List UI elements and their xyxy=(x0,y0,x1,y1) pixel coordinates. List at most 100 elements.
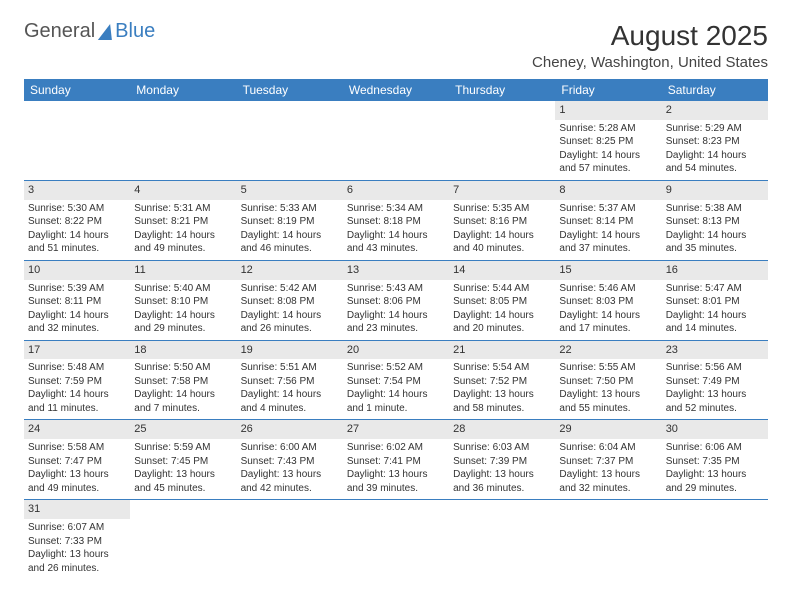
daylight-line1: Daylight: 13 hours xyxy=(134,468,232,482)
daylight-line2: and 29 minutes. xyxy=(134,322,232,336)
sunset-text: Sunset: 8:06 PM xyxy=(347,295,445,309)
day-body: Sunrise: 5:50 AMSunset: 7:58 PMDaylight:… xyxy=(130,359,236,419)
calendar-cell: 31Sunrise: 6:07 AMSunset: 7:33 PMDayligh… xyxy=(24,500,130,579)
day-number: 4 xyxy=(130,181,236,200)
daylight-line1: Daylight: 14 hours xyxy=(347,388,445,402)
sunrise-text: Sunrise: 5:56 AM xyxy=(666,361,764,375)
calendar-cell: 10 Sunrise: 5:39 AMSunset: 8:11 PMDayligh… xyxy=(24,260,130,340)
sunset-text: Sunset: 7:56 PM xyxy=(241,375,339,389)
sunset-text: Sunset: 8:18 PM xyxy=(347,215,445,229)
daylight-line2: and 23 minutes. xyxy=(347,322,445,336)
day-number: 11 xyxy=(130,261,236,280)
day-body: Sunrise: 5:47 AMSunset: 8:01 PMDaylight:… xyxy=(662,280,768,340)
daylight-line1: Daylight: 13 hours xyxy=(347,468,445,482)
calendar-cell-empty xyxy=(24,101,130,180)
calendar-row: 17Sunrise: 5:48 AMSunset: 7:59 PMDayligh… xyxy=(24,340,768,420)
sunset-text: Sunset: 8:13 PM xyxy=(666,215,764,229)
day-body: Sunrise: 5:35 AMSunset: 8:16 PMDaylight:… xyxy=(449,200,555,260)
calendar-cell: 8Sunrise: 5:37 AMSunset: 8:14 PMDaylight… xyxy=(555,180,661,260)
day-number: 29 xyxy=(555,420,661,439)
day-number: 20 xyxy=(343,341,449,360)
daylight-line1: Daylight: 13 hours xyxy=(666,468,764,482)
daylight-line1: Daylight: 13 hours xyxy=(453,468,551,482)
day-body: Sunrise: 5:37 AMSunset: 8:14 PMDaylight:… xyxy=(555,200,661,260)
calendar-cell-empty xyxy=(662,500,768,579)
calendar-cell: 22Sunrise: 5:55 AMSunset: 7:50 PMDayligh… xyxy=(555,340,661,420)
daylight-line2: and 1 minute. xyxy=(347,402,445,416)
calendar-cell: 5Sunrise: 5:33 AMSunset: 8:19 PMDaylight… xyxy=(237,180,343,260)
daylight-line2: and 58 minutes. xyxy=(453,402,551,416)
sunrise-text: Sunrise: 6:07 AM xyxy=(28,521,126,535)
sunset-text: Sunset: 8:14 PM xyxy=(559,215,657,229)
sunrise-text: Sunrise: 5:30 AM xyxy=(28,202,126,216)
day-number: 31 xyxy=(24,500,130,519)
day-number: 25 xyxy=(130,420,236,439)
day-number: 17 xyxy=(24,341,130,360)
daylight-line1: Daylight: 14 hours xyxy=(666,309,764,323)
sunrise-text: Sunrise: 5:28 AM xyxy=(559,122,657,136)
sunset-text: Sunset: 8:11 PM xyxy=(28,295,126,309)
sunset-text: Sunset: 7:37 PM xyxy=(559,455,657,469)
daylight-line1: Daylight: 14 hours xyxy=(666,229,764,243)
sunrise-text: Sunrise: 5:35 AM xyxy=(453,202,551,216)
calendar-cell: 30Sunrise: 6:06 AMSunset: 7:35 PMDayligh… xyxy=(662,420,768,500)
day-body: Sunrise: 5:29 AMSunset: 8:23 PMDaylight:… xyxy=(662,120,768,180)
calendar-cell: 15Sunrise: 5:46 AMSunset: 8:03 PMDayligh… xyxy=(555,260,661,340)
sunrise-text: Sunrise: 5:38 AM xyxy=(666,202,764,216)
day-body: Sunrise: 6:04 AMSunset: 7:37 PMDaylight:… xyxy=(555,439,661,499)
daylight-line2: and 42 minutes. xyxy=(241,482,339,496)
day-number: 16 xyxy=(662,261,768,280)
weekday-header: Tuesday xyxy=(237,79,343,101)
calendar-cell-empty xyxy=(130,101,236,180)
sunrise-text: Sunrise: 6:00 AM xyxy=(241,441,339,455)
day-body: Sunrise: 5:48 AMSunset: 7:59 PMDaylight:… xyxy=(24,359,130,419)
calendar-cell: 1Sunrise: 5:28 AMSunset: 8:25 PMDaylight… xyxy=(555,101,661,180)
sail-icon xyxy=(98,24,114,40)
daylight-line1: Daylight: 14 hours xyxy=(453,229,551,243)
calendar-cell: 11Sunrise: 5:40 AMSunset: 8:10 PMDayligh… xyxy=(130,260,236,340)
daylight-line2: and 11 minutes. xyxy=(28,402,126,416)
sunrise-text: Sunrise: 5:50 AM xyxy=(134,361,232,375)
brand-part1: General xyxy=(24,20,95,43)
sunset-text: Sunset: 7:43 PM xyxy=(241,455,339,469)
day-body: Sunrise: 5:28 AMSunset: 8:25 PMDaylight:… xyxy=(555,120,661,180)
daylight-line2: and 26 minutes. xyxy=(28,562,126,576)
day-number: 9 xyxy=(662,181,768,200)
sunset-text: Sunset: 7:50 PM xyxy=(559,375,657,389)
daylight-line1: Daylight: 14 hours xyxy=(28,388,126,402)
calendar-cell: 9 Sunrise: 5:38 AMSunset: 8:13 PMDaylight… xyxy=(662,180,768,260)
calendar-cell: 3Sunrise: 5:30 AMSunset: 8:22 PMDaylight… xyxy=(24,180,130,260)
sunset-text: Sunset: 8:21 PM xyxy=(134,215,232,229)
daylight-line1: Daylight: 14 hours xyxy=(134,309,232,323)
daylight-line1: Daylight: 13 hours xyxy=(28,468,126,482)
sunrise-text: Sunrise: 5:59 AM xyxy=(134,441,232,455)
sunset-text: Sunset: 7:39 PM xyxy=(453,455,551,469)
sunset-text: Sunset: 7:49 PM xyxy=(666,375,764,389)
calendar-cell: 12Sunrise: 5:42 AMSunset: 8:08 PMDayligh… xyxy=(237,260,343,340)
day-body: Sunrise: 5:40 AMSunset: 8:10 PMDaylight:… xyxy=(130,280,236,340)
daylight-line2: and 46 minutes. xyxy=(241,242,339,256)
daylight-line1: Daylight: 14 hours xyxy=(666,149,764,163)
calendar-cell: 23Sunrise: 5:56 AMSunset: 7:49 PMDayligh… xyxy=(662,340,768,420)
day-number: 7 xyxy=(449,181,555,200)
sunset-text: Sunset: 8:19 PM xyxy=(241,215,339,229)
sunrise-text: Sunrise: 6:03 AM xyxy=(453,441,551,455)
calendar-row: 24Sunrise: 5:58 AMSunset: 7:47 PMDayligh… xyxy=(24,420,768,500)
daylight-line1: Daylight: 13 hours xyxy=(666,388,764,402)
calendar-cell-empty xyxy=(130,500,236,579)
daylight-line1: Daylight: 14 hours xyxy=(28,309,126,323)
daylight-line2: and 7 minutes. xyxy=(134,402,232,416)
day-body: Sunrise: 5:58 AMSunset: 7:47 PMDaylight:… xyxy=(24,439,130,499)
sunset-text: Sunset: 8:10 PM xyxy=(134,295,232,309)
sunrise-text: Sunrise: 5:39 AM xyxy=(28,282,126,296)
sunset-text: Sunset: 7:47 PM xyxy=(28,455,126,469)
day-body: Sunrise: 5:42 AMSunset: 8:08 PMDaylight:… xyxy=(237,280,343,340)
day-number: 10 xyxy=(24,261,130,280)
daylight-line2: and 4 minutes. xyxy=(241,402,339,416)
daylight-line1: Daylight: 13 hours xyxy=(453,388,551,402)
daylight-line1: Daylight: 14 hours xyxy=(134,388,232,402)
calendar-cell: 24Sunrise: 5:58 AMSunset: 7:47 PMDayligh… xyxy=(24,420,130,500)
day-body: Sunrise: 5:59 AMSunset: 7:45 PMDaylight:… xyxy=(130,439,236,499)
sunrise-text: Sunrise: 5:44 AM xyxy=(453,282,551,296)
sunrise-text: Sunrise: 5:47 AM xyxy=(666,282,764,296)
